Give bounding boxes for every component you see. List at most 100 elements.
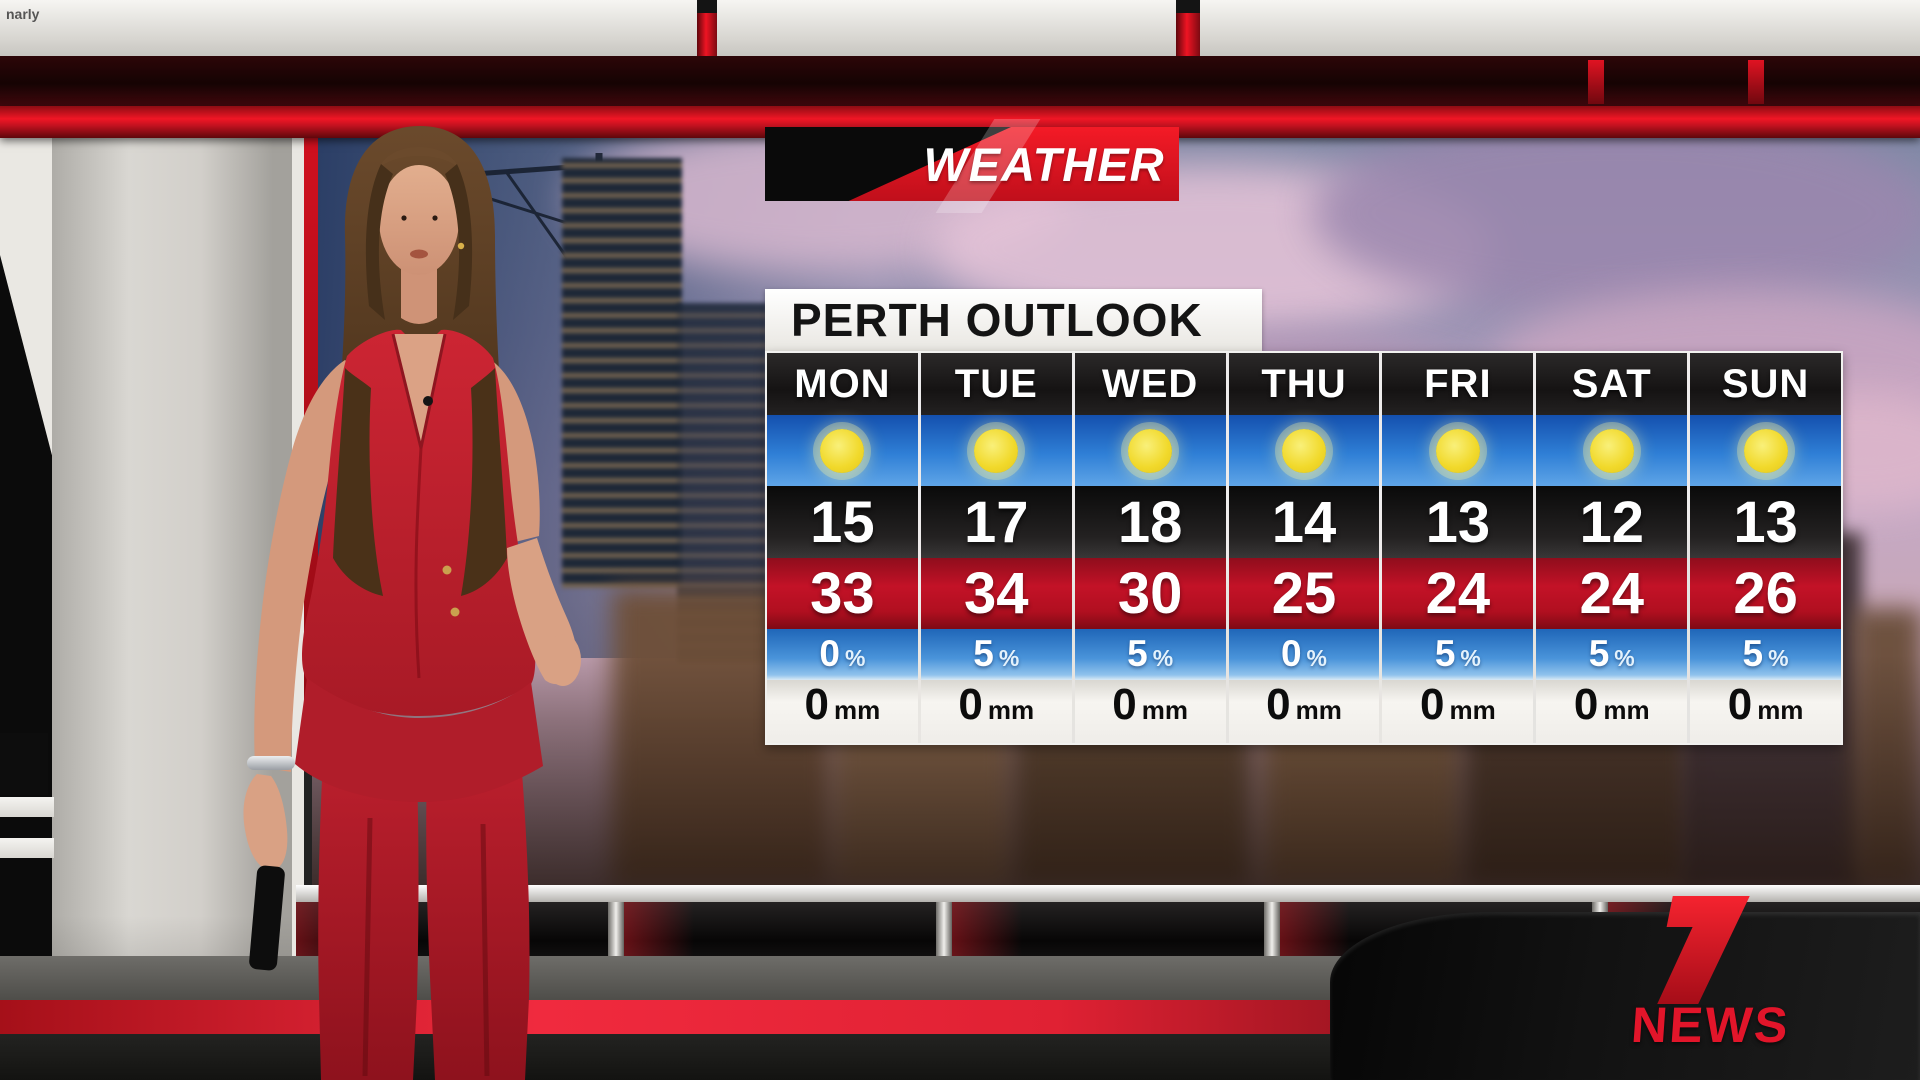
banner-title: WEATHER (923, 137, 1165, 191)
mm-unit: mm (1449, 695, 1496, 725)
mm-unit: mm (1757, 695, 1804, 725)
rainfall: 0 mm (1382, 680, 1534, 743)
face (379, 165, 459, 275)
panel-divider (608, 902, 624, 958)
forecast-day-column: SUN 13 26 5% 0 mm (1690, 353, 1841, 743)
sunny-icon (1281, 428, 1326, 473)
rainfall-value: 0 (804, 680, 830, 729)
rainfall: 0 mm (1690, 680, 1841, 743)
condition-cell (1382, 415, 1534, 486)
mm-unit: mm (834, 695, 881, 725)
seven-news-logo: NEWS (1618, 896, 1918, 1076)
set-shelf (0, 797, 54, 817)
forecast-day-column: MON 15 33 0% 0 mm (767, 353, 918, 743)
peplum (295, 678, 543, 802)
hand (243, 774, 288, 870)
day-label: WED (1074, 353, 1226, 415)
mm-unit: mm (987, 695, 1035, 725)
rainfall: 0 mm (920, 680, 1072, 743)
side-screen (0, 733, 48, 795)
studio-ceiling (0, 0, 1920, 56)
sunny-icon (1589, 428, 1634, 473)
city-building (562, 158, 682, 588)
red-light-fixture (697, 0, 717, 56)
news-wordmark: NEWS (1629, 997, 1792, 1053)
mm-unit: mm (1141, 695, 1188, 725)
base-panel (624, 902, 936, 958)
rain-chance: 5% (1536, 629, 1688, 680)
sunny-icon (1128, 428, 1173, 473)
pants-leg (426, 758, 530, 1080)
max-temp: 24 (1382, 558, 1534, 629)
rainfall: 0 mm (1074, 680, 1226, 743)
min-temp: 13 (1690, 486, 1841, 558)
max-temp: 34 (920, 558, 1072, 629)
condition-cell (1536, 415, 1688, 486)
rainfall: 0 mm (1228, 680, 1380, 743)
red-light-fixture (1748, 60, 1764, 104)
rain-chance-value: 5 (1127, 633, 1148, 674)
button (442, 565, 452, 575)
max-temp: 26 (1690, 558, 1841, 629)
min-temp: 18 (1074, 486, 1226, 558)
forecast-day-column: TUE 17 34 5% 0 mm (920, 353, 1072, 743)
rainfall-value: 0 (1419, 680, 1445, 729)
sunny-icon (1435, 428, 1480, 473)
mm-unit: mm (1603, 695, 1650, 725)
watermark-text: narly (6, 6, 40, 22)
video-wall-base-rail (296, 885, 1920, 902)
base-panel (952, 902, 1264, 958)
day-label: THU (1228, 353, 1380, 415)
min-temp: 13 (1382, 486, 1534, 558)
set-shelf (0, 838, 54, 858)
rainfall: 0 mm (1536, 680, 1688, 743)
day-label: FRI (1382, 353, 1534, 415)
forecast-table: MON 15 33 0% 0 mm TUE 17 34 5% 0 mm WED 18… (765, 351, 1843, 745)
rainfall: 0 mm (767, 680, 918, 743)
rain-chance-value: 5 (1588, 633, 1610, 674)
weather-banner: WEATHER (765, 119, 1179, 213)
max-temp: 33 (767, 558, 918, 629)
day-label: TUE (920, 353, 1072, 415)
presenter-figure (243, 126, 581, 1080)
day-label: MON (767, 353, 918, 415)
rain-chance: 5% (1382, 629, 1534, 680)
rain-chance-value: 5 (973, 633, 994, 674)
condition-cell (1074, 415, 1226, 486)
rainfall-value: 0 (1112, 680, 1137, 729)
red-light-fixture (1588, 60, 1604, 104)
rain-chance: 5% (1690, 629, 1841, 680)
sunny-icon (820, 428, 865, 473)
rain-chance-value: 0 (1280, 633, 1302, 674)
earring (457, 242, 465, 250)
condition-cell (1228, 415, 1380, 486)
rainfall-value: 0 (958, 680, 983, 729)
sunny-icon (1743, 428, 1788, 473)
cloud (1312, 138, 1920, 313)
day-label: SUN (1690, 353, 1841, 415)
upper-dark-band (0, 56, 1920, 106)
condition-cell (1690, 415, 1841, 486)
max-temp: 30 (1074, 558, 1226, 629)
percent-sign: % (1768, 645, 1789, 671)
rainfall-value: 0 (1266, 680, 1291, 729)
max-temp: 24 (1536, 558, 1688, 629)
max-temp: 25 (1228, 558, 1380, 629)
rain-chance: 5% (920, 629, 1072, 680)
percent-sign: % (1152, 645, 1174, 671)
panel-divider (1264, 902, 1280, 958)
day-label: SAT (1536, 353, 1688, 415)
wrist-watch (247, 756, 295, 770)
rain-chance-value: 5 (1742, 633, 1764, 674)
condition-cell (767, 415, 918, 486)
percent-sign: % (998, 645, 1020, 671)
seven-logo-icon (1657, 896, 1750, 1004)
forecast-day-column: SAT 12 24 5% 0 mm (1536, 353, 1688, 743)
percent-sign: % (1306, 645, 1327, 671)
rain-chance-value: 0 (819, 633, 840, 674)
sunny-icon (974, 428, 1019, 473)
min-temp: 14 (1228, 486, 1380, 558)
rain-chance: 0% (767, 629, 918, 680)
rain-chance: 0% (1228, 629, 1380, 680)
